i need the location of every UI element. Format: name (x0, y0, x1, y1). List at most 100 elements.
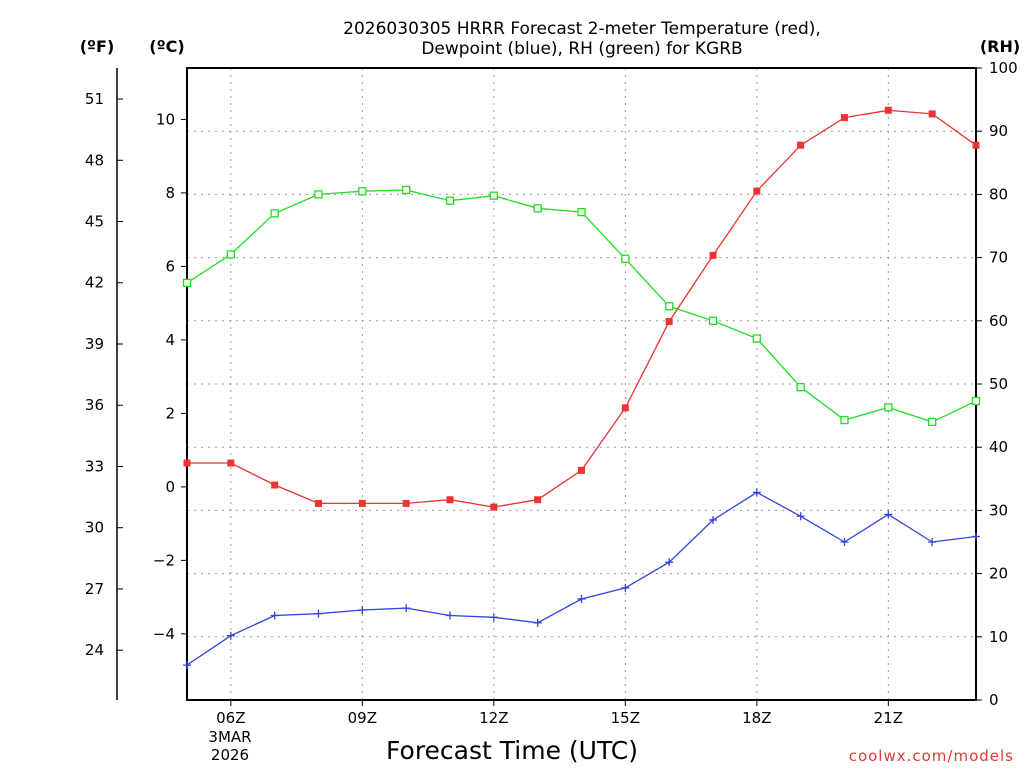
rh-tick-label: 30 (989, 501, 1008, 519)
dewpoint-point (972, 532, 980, 541)
dewpoint-point (840, 538, 849, 546)
celsius-unit-label: (ºC) (149, 37, 184, 56)
rh-point (402, 185, 411, 195)
rh-tick-label: 70 (989, 249, 1008, 267)
fahrenheit-tick-label: 48 (85, 151, 104, 169)
x-tick-label: 06Z (216, 709, 245, 727)
rh-point (665, 302, 674, 311)
x-tick-label: 21Z (874, 709, 903, 727)
dewpoint-point (446, 611, 454, 620)
2-meter-temperature-point (446, 496, 454, 504)
x-tick-label: 18Z (742, 709, 771, 727)
rh-point (270, 209, 279, 218)
fahrenheit-tick-label: 45 (85, 213, 104, 231)
fahrenheit-tick-label: 51 (85, 90, 104, 108)
rh-line (186, 189, 977, 423)
x-tick-label: 09Z (348, 709, 377, 727)
2-meter-temperature-point (578, 466, 585, 474)
celsius-tick-label: 6 (165, 257, 175, 275)
2-meter-temperature-point (709, 251, 717, 259)
2-meter-temperature-point (227, 459, 235, 467)
2-meter-temperature-point (665, 318, 673, 326)
rh-point (796, 383, 805, 392)
dewpoint-point (183, 661, 191, 670)
rh-point (928, 417, 937, 427)
rh-tick-label: 10 (989, 628, 1008, 646)
date-label-line1: 3MAR (208, 728, 251, 746)
fahrenheit-tick-label: 33 (85, 457, 104, 475)
rh-point (533, 204, 542, 213)
dewpoint-point (402, 604, 411, 613)
2-meter-temperature-point (753, 187, 761, 195)
dewpoint-line (186, 491, 977, 666)
dewpoint-point (665, 558, 674, 567)
dewpoint-point (358, 605, 367, 614)
celsius-tick-label: 0 (165, 478, 175, 496)
2-meter-temperature-point (315, 499, 322, 507)
2-meter-temperature-point (183, 459, 191, 467)
rh-point (445, 196, 455, 205)
2-meter-temperature-point (271, 481, 279, 489)
celsius-tick-label: −4 (153, 625, 175, 643)
fahrenheit-tick-label: 27 (85, 580, 104, 598)
dewpoint-point (796, 512, 805, 521)
rh-tick-label: 100 (989, 59, 1018, 77)
dewpoint-point (709, 515, 717, 524)
2-meter-temperature-point (841, 114, 848, 122)
celsius-tick-label: 10 (156, 110, 175, 128)
chart-title-line1: 2026030305 HRRR Forecast 2-meter Tempera… (343, 19, 821, 39)
rh-point (752, 334, 761, 343)
rh-tick-label: 40 (989, 438, 1008, 456)
rh-point (840, 415, 849, 425)
rh-tick-label: 0 (989, 691, 999, 709)
2-meter-temperature-point (358, 499, 366, 507)
2-meter-temperature-point (972, 141, 980, 149)
2-meter-temperature-point (928, 110, 936, 118)
celsius-tick-label: 2 (165, 404, 175, 422)
rh-tick-label: 90 (989, 122, 1008, 140)
fahrenheit-tick-label: 24 (85, 641, 104, 659)
rh-point (971, 396, 981, 406)
grid-lines (187, 68, 976, 700)
rh-point (314, 190, 323, 199)
data-series (182, 106, 981, 670)
dewpoint-point (928, 538, 937, 546)
dewpoint-point (884, 510, 893, 519)
fahrenheit-tick-label: 36 (85, 396, 104, 414)
rh-point (226, 250, 235, 259)
celsius-tick-label: −2 (153, 551, 175, 569)
2-meter-temperature-point (534, 496, 542, 504)
2-meter-temperature-line (187, 109, 977, 508)
plot-frame (186, 67, 977, 701)
dewpoint-point (752, 488, 761, 497)
chart-title-line2: Dewpoint (blue), RH (green) for KGRB (421, 39, 742, 59)
dewpoint-point (314, 609, 323, 618)
dewpoint-point (533, 618, 542, 627)
rh-point (621, 254, 630, 264)
fahrenheit-tick-label: 42 (85, 274, 104, 292)
rh-point (884, 403, 893, 412)
x-tick-label: 12Z (479, 709, 508, 727)
2-meter-temperature-point (797, 141, 805, 149)
2-meter-temperature-point (621, 404, 629, 412)
dewpoint-point (226, 631, 235, 640)
rh-tick-label: 80 (989, 185, 1008, 203)
2-meter-temperature-point (884, 106, 892, 114)
rh-point (358, 187, 367, 196)
celsius-tick-label: 8 (165, 184, 175, 202)
credit-link[interactable]: coolwx.com/models (849, 747, 1014, 765)
dewpoint-point (621, 583, 630, 592)
rh-tick-label: 60 (989, 312, 1008, 330)
celsius-tick-label: 4 (165, 331, 175, 349)
rh-unit-label: (RH) (980, 37, 1020, 56)
x-axis-label: Forecast Time (UTC) (386, 736, 638, 765)
dewpoint-point (489, 613, 498, 622)
fahrenheit-tick-label: 30 (85, 519, 104, 537)
dewpoint-point (270, 611, 279, 620)
rh-tick-label: 20 (989, 565, 1008, 583)
axis-ticks: 06Z 09Z 12Z 15Z 18Z 21Z−4−2024681024273033363… (85, 59, 1018, 727)
x-tick-label: 15Z (611, 709, 640, 727)
fahrenheit-tick-label: 39 (85, 335, 104, 353)
rh-point (577, 207, 586, 217)
